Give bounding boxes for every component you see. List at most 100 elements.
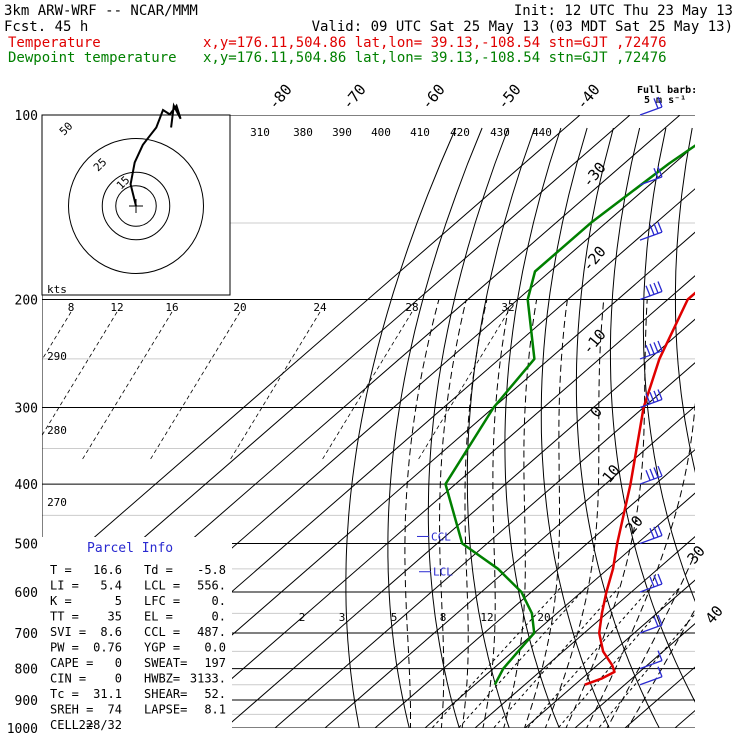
pressure-label: 300	[15, 401, 38, 416]
isentrope-label: 420	[450, 126, 470, 139]
moist-adiabat-line	[586, 400, 695, 728]
parcel-param-value: -5.8	[197, 563, 226, 577]
dry-adiabat-line	[387, 127, 483, 728]
barb-flag	[653, 526, 659, 538]
dry-adiabat-line	[575, 127, 660, 728]
barb-flag	[653, 467, 659, 478]
isotherm-line	[274, 362, 695, 728]
wind-barb	[639, 614, 663, 634]
moist-adiabat-line	[544, 299, 605, 728]
barb-flag	[649, 343, 655, 354]
parcel-param-name: SVI =	[50, 625, 86, 639]
parcel-param-value: 0.76	[93, 641, 122, 655]
speed-scale-line	[42, 311, 72, 361]
barb-flag	[645, 470, 651, 481]
parcel-param-name: Tc =	[50, 687, 79, 701]
parcel-param-name: SREH =	[50, 703, 93, 717]
hodograph-unit: kts	[47, 283, 67, 296]
pressure-label: 1000	[7, 722, 38, 737]
dewpoint-trace	[444, 144, 695, 686]
speed-scale-line	[149, 311, 241, 461]
isotherm-label: 30	[683, 542, 708, 567]
barb-flag	[657, 96, 663, 108]
isotherm-label: -60	[418, 81, 449, 113]
parcel-info-title: Parcel Info	[87, 541, 173, 556]
wind-speed-label: 8	[68, 301, 75, 314]
dry-adiabat-line	[737, 128, 740, 740]
parcel-param-name: K =	[50, 594, 72, 608]
wind-speed-label: 32	[501, 301, 514, 314]
barb-flag	[649, 284, 655, 295]
wind-barb	[639, 340, 663, 360]
isotherm-line	[424, 492, 695, 728]
hodograph-ring	[68, 138, 204, 274]
barb-staff	[639, 231, 663, 241]
isotherm-label: -50	[494, 81, 525, 113]
barb-flag	[657, 389, 663, 400]
isotherm-line	[474, 536, 695, 728]
speed-scale-line	[321, 311, 413, 461]
dry-adiabat-line	[674, 127, 695, 474]
level-marker-label: CCL	[431, 530, 451, 543]
hodograph-ring	[115, 185, 157, 227]
pressure-label: 600	[15, 586, 38, 601]
barb-flag	[657, 281, 663, 292]
pressure-label: 400	[15, 478, 38, 493]
parcel-param-name: T =	[50, 563, 72, 577]
temperature-legend: Temperature	[8, 35, 101, 51]
parcel-param-name: LAPSE=	[144, 703, 187, 717]
barb-flag	[653, 390, 659, 402]
moist-adiabat-line	[482, 299, 511, 728]
mixing-ratio-label: 12	[480, 611, 493, 624]
dewpoint-location: x,y=176.11,504.86 lat,lon= 39.13,-108.54…	[203, 50, 667, 66]
barb-flag	[649, 528, 655, 539]
barb-staff	[639, 534, 663, 545]
parcel-param-name: LFC =	[144, 594, 180, 608]
dry-adiabat-line	[466, 127, 536, 728]
parcel-param-value: 5	[115, 594, 122, 608]
parcel-param-name: Td =	[144, 563, 173, 577]
barb-staff	[639, 624, 663, 634]
isotherm-line	[42, 115, 581, 584]
mixing-ratio-label: 5	[391, 611, 398, 624]
parcel-param-value: 228/32	[79, 718, 122, 732]
barb-flag	[657, 614, 663, 626]
barb-staff	[639, 290, 663, 301]
barb-flag	[657, 465, 663, 477]
pressure-label: 800	[15, 663, 38, 678]
parcel-param-value: 35	[108, 610, 122, 624]
barb-flag	[653, 168, 659, 179]
isentrope-label: 280	[47, 424, 67, 437]
parcel-param-value: 8.6	[100, 625, 122, 639]
mixing-ratio-line	[597, 612, 695, 728]
parcel-param-value: 16.6	[93, 563, 122, 577]
parcel-param-name: EL =	[144, 610, 173, 624]
isotherm-label: 10	[598, 461, 623, 486]
isentrope-label: 400	[371, 126, 391, 139]
parcel-param-value: 556.	[197, 579, 226, 593]
hodograph-ring	[101, 171, 171, 241]
wind-barb	[639, 166, 663, 186]
barb-flag	[645, 344, 651, 356]
moist-adiabat-line	[438, 299, 467, 728]
parcel-param-value: 5.4	[100, 579, 122, 593]
barb-flag	[657, 166, 663, 178]
mixing-ratio-labels: 2 3 5 8 12 20	[299, 611, 551, 624]
barb-flag	[657, 221, 663, 233]
parcel-param-value: 52.	[204, 687, 226, 701]
isentrope-label: 440	[532, 126, 552, 139]
wind-barb	[639, 389, 663, 409]
valid-time: Valid: 09 UTC Sat 25 May 13 (03 MDT Sat …	[312, 19, 733, 35]
barb-flag	[657, 573, 663, 585]
parcel-param-name: LI =	[50, 579, 79, 593]
barb-staff	[639, 676, 663, 686]
wind-barbs	[639, 96, 663, 686]
mixing-ratio-label: 20	[537, 611, 550, 624]
parcel-param-name: YGP =	[144, 641, 180, 655]
barb-flag	[653, 282, 659, 294]
wind-barb	[639, 525, 663, 545]
speed-scale-line	[42, 311, 118, 437]
barb-flag	[649, 468, 655, 480]
moist-adiabat-line	[503, 299, 538, 728]
